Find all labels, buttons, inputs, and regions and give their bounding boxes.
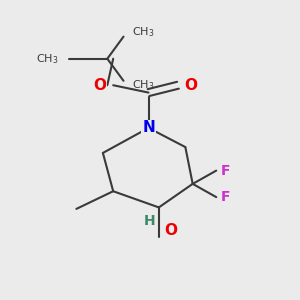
Text: N: N	[142, 120, 155, 135]
Text: F: F	[220, 164, 230, 178]
Text: CH$_3$: CH$_3$	[36, 52, 59, 66]
Text: CH$_3$: CH$_3$	[132, 78, 155, 92]
Text: F: F	[220, 190, 230, 204]
Text: O: O	[185, 78, 198, 93]
Text: H: H	[144, 214, 156, 228]
Text: O: O	[164, 224, 177, 238]
Text: CH$_3$: CH$_3$	[132, 25, 155, 39]
Text: O: O	[93, 78, 106, 93]
